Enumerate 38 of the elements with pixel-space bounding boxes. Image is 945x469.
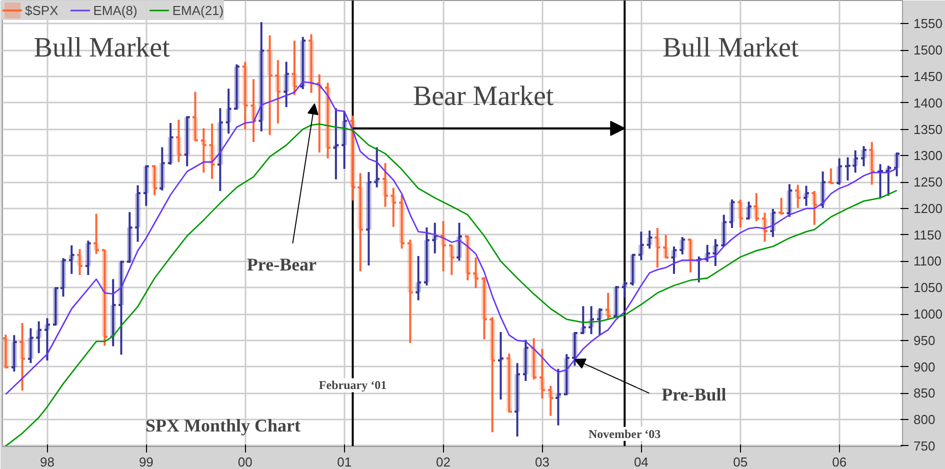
y-tick-label: 1450 [914, 69, 942, 84]
x-tick-label: 02 [436, 454, 451, 469]
y-tick-label: 1300 [914, 148, 942, 164]
y-tick-label: 1200 [914, 200, 942, 216]
x-tick-label: 99 [138, 454, 154, 469]
y-tick-label: 1400 [914, 95, 942, 110]
x-tick-label: 05 [733, 454, 748, 469]
y-tick-label: 850 [914, 386, 936, 401]
annotation: Bull Market [34, 32, 170, 64]
line-series [5, 123, 898, 446]
legend-label: EMA(8) [93, 2, 138, 18]
y-tick-label: 1100 [914, 254, 942, 269]
y-tick-label: 1150 [914, 227, 942, 242]
legend-label: EMA(21) [172, 2, 224, 18]
x-tick-label: 00 [238, 454, 252, 469]
y-tick-label: 950 [914, 332, 936, 348]
x-tick-label: 01 [337, 454, 352, 469]
ref-line-label: February ‘01 [318, 378, 387, 392]
y-tick-label: 1500 [914, 42, 942, 58]
y-tick-label: 900 [914, 359, 936, 374]
y-tick-label: 1000 [914, 306, 942, 322]
x-tick-label: 98 [40, 454, 54, 469]
y-tick-label: 750 [914, 438, 936, 454]
y-tick-label: 1350 [914, 122, 942, 137]
x-tick-label: 04 [634, 454, 648, 469]
annotation: Bull Market [662, 32, 799, 64]
y-tick-label: 1550 [914, 16, 942, 32]
y-tick-label: 1250 [914, 174, 942, 190]
x-tick-label: 06 [832, 454, 847, 469]
y-tick-label: 800 [914, 412, 936, 428]
annotation: Pre-Bull [662, 384, 726, 404]
annotation: Bear Market [412, 81, 554, 112]
annotation: SPX Monthly Chart [146, 415, 301, 436]
x-tick-label: 03 [535, 454, 550, 469]
ref-line-label: November ‘03 [588, 426, 661, 441]
y-tick-label: 1050 [914, 280, 942, 296]
annotation: Pre-Bear [246, 254, 317, 275]
legend-label: $SPX [25, 2, 58, 18]
